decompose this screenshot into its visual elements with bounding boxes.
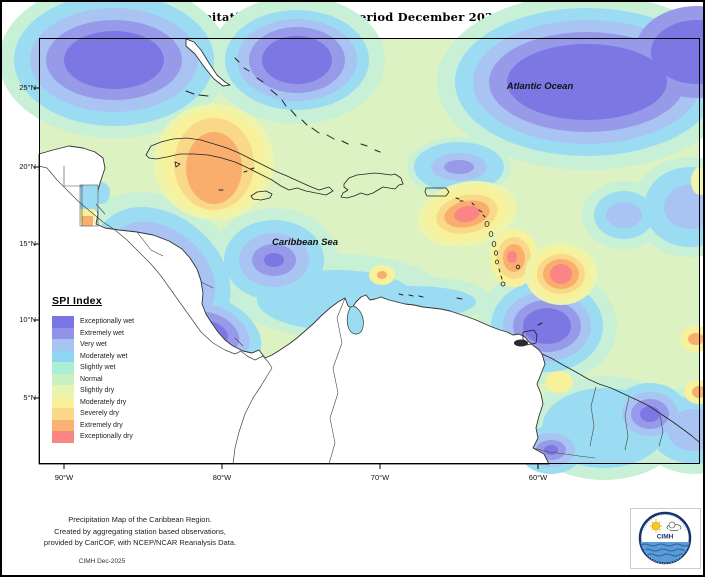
legend-swatch — [52, 385, 74, 397]
coastlines-and-borders — [38, 165, 700, 465]
lat-label-20n: 20°N — [19, 162, 36, 171]
lake-maracaibo — [346, 305, 364, 335]
lat-label-5n: 5°N — [23, 393, 36, 402]
legend-swatch — [52, 419, 74, 431]
footer-line-1: Precipitation Map of the Caribbean Regio… — [68, 515, 212, 524]
legend-item: Moderately dry — [52, 396, 134, 408]
spi-legend: SPI Index Exceptionally wet Extremely we… — [52, 295, 134, 443]
lat-label-10n: 10°N — [19, 315, 36, 324]
purple-cores — [64, 20, 703, 455]
legend-item: Slightly wet — [52, 362, 134, 374]
legend-item-label: Severely dry — [80, 410, 119, 417]
hispaniola-outline — [340, 172, 404, 199]
lat-label-25n: 25°N — [19, 83, 36, 92]
lon-label-70w: 70°W — [370, 473, 390, 482]
legend-item-label: Extremely dry — [80, 421, 123, 429]
cuba-outline — [145, 137, 334, 196]
legend-swatch — [52, 339, 74, 351]
legend-item-label: Moderately wet — [80, 352, 128, 360]
legend-item-label: Extremely wet — [80, 329, 124, 337]
legend-swatch — [52, 362, 74, 374]
legend-item-label: Very wet — [80, 341, 107, 348]
cimh-logo: CIMH — [638, 511, 692, 565]
footer-note: Precipitation Map of the Caribbean Regio… — [20, 514, 260, 549]
logo-acronym: CIMH — [657, 534, 674, 541]
legend-item-label: Slightly wet — [80, 364, 116, 371]
legend-item: Severely dry — [52, 408, 134, 420]
legend-title: SPI Index — [52, 295, 102, 307]
legend-item: Extremely wet — [52, 327, 134, 339]
lon-label-60w: 60°W — [528, 473, 548, 482]
legend-item: Exceptionally wet — [52, 316, 134, 328]
legend-item: Very wet — [52, 339, 134, 351]
legend-swatch — [52, 327, 74, 339]
lat-label-15n: 15°N — [19, 239, 36, 248]
legend-item-label: Moderately dry — [80, 398, 127, 406]
legend-item-label: Slightly dry — [80, 387, 115, 394]
legend-item: Slightly dry — [52, 385, 134, 397]
trinidad-outline — [522, 329, 538, 346]
lon-label-80w: 80°W — [212, 473, 232, 482]
cimh-date-credit: CIMH Dec-2025 — [78, 558, 126, 565]
legend-item-label: Exceptionally wet — [80, 318, 135, 325]
axis-ticks — [34, 87, 539, 469]
footer-line-3: provided by CariCOF, with NCEP/NCAR Rean… — [43, 538, 237, 547]
legend-item-label: Exceptionally dry — [80, 433, 133, 440]
logo-cloud-icon — [666, 521, 682, 532]
logo-box — [630, 508, 701, 569]
legend-swatch — [52, 316, 74, 328]
map-frame — [34, 38, 700, 469]
legend-item-label: Normal — [80, 375, 103, 383]
legend-item: Moderately wet — [52, 350, 134, 362]
jamaica-outline — [250, 190, 273, 201]
islands-layer — [145, 57, 543, 346]
lon-label-90w: 90°W — [54, 473, 74, 482]
legend-item: Normal — [52, 373, 134, 385]
legend-swatch — [52, 431, 74, 443]
logo-waves — [640, 542, 690, 563]
dry-blobs — [154, 104, 703, 404]
legend-item: Extremely dry — [52, 419, 134, 431]
map-canvas — [2, 2, 703, 480]
legend-swatch — [52, 350, 74, 362]
florida-landmass — [185, 38, 231, 87]
legend-swatch — [52, 396, 74, 408]
footer-line-2: Created by aggregating station based obs… — [54, 526, 226, 536]
puerto-rico-outline — [424, 187, 450, 197]
legend-swatch — [52, 408, 74, 420]
legend-swatch — [52, 373, 74, 385]
legend-item: Exceptionally dry — [52, 431, 134, 443]
